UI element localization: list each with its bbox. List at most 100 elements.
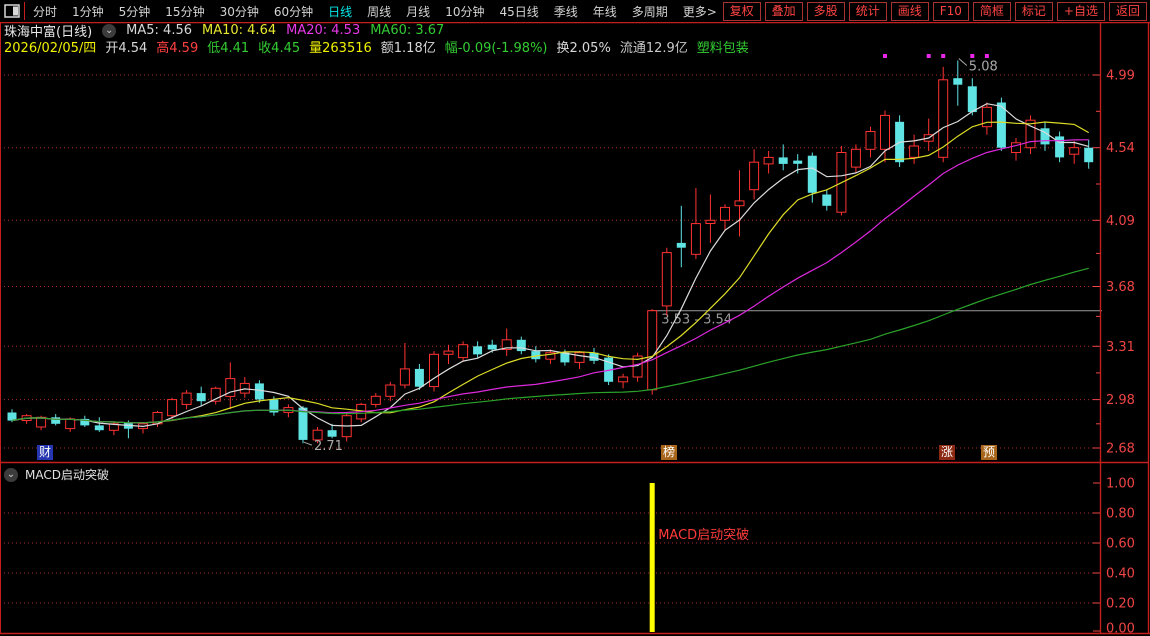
candle-up xyxy=(574,352,585,363)
action-buttons: 复权 叠加 多股 统计 画线 F10 简框 标记 +自选 返回 xyxy=(722,1,1150,21)
candle-up xyxy=(370,395,381,405)
candle-down xyxy=(1055,136,1065,158)
period-item-45day[interactable]: 45日线 xyxy=(499,4,539,19)
candle-up xyxy=(312,429,323,441)
stat-industry[interactable]: 塑料包装 xyxy=(696,40,749,56)
candle-up xyxy=(545,352,556,360)
candle-up xyxy=(661,252,672,307)
stat-change: 幅-0.09(-1.98%) xyxy=(444,40,548,56)
overlay-tab-yu[interactable]: 预 xyxy=(981,445,998,460)
ma20-line xyxy=(11,139,1089,424)
chevron-down-icon[interactable]: ⌄ xyxy=(4,467,18,482)
duogu-button[interactable]: 多股 xyxy=(806,1,845,21)
candle-up xyxy=(1069,147,1080,155)
high-price-label: 5.08 xyxy=(969,60,998,75)
candle-down xyxy=(269,399,279,413)
biaoji-button[interactable]: 标记 xyxy=(1014,1,1053,21)
period-item-10min[interactable]: 10分钟 xyxy=(445,4,485,19)
candle-down xyxy=(473,346,483,355)
candle-up xyxy=(690,223,701,255)
overlay-tab-zhang[interactable]: 涨 xyxy=(939,445,956,460)
overlay-tab-cai[interactable]: 财 xyxy=(37,445,54,460)
candle-up xyxy=(763,156,774,165)
period-item-weekly[interactable]: 周线 xyxy=(367,4,392,19)
period-item-monthly[interactable]: 月线 xyxy=(406,4,431,19)
candle-up xyxy=(720,206,730,221)
price-axis-label: 4.99 xyxy=(1106,69,1135,84)
stat-close: 收4.45 xyxy=(258,40,301,56)
candle-up xyxy=(399,368,410,386)
candle-up xyxy=(850,148,861,168)
ma10-line xyxy=(11,121,1089,424)
candle-up xyxy=(909,145,920,158)
add-favorite-button[interactable]: +自选 xyxy=(1056,1,1105,21)
period-item-fenshi[interactable]: 分时 xyxy=(33,4,58,19)
huaxian-button[interactable]: 画线 xyxy=(890,1,929,21)
price-axis-label: 2.98 xyxy=(1106,393,1135,408)
diejia-button[interactable]: 叠加 xyxy=(764,1,803,21)
candle-up xyxy=(618,376,629,383)
candle-down xyxy=(487,344,497,350)
candle-up xyxy=(981,106,992,128)
top-toolbar: 分时 1分钟 5分钟 15分钟 30分钟 60分钟 日线 周线 月线 10分钟 … xyxy=(0,0,1150,22)
stat-volume: 量263516 xyxy=(309,40,372,56)
candle-up xyxy=(880,114,890,150)
candle-up xyxy=(443,350,454,355)
ma5-value: MA5: 4.56 xyxy=(126,23,192,38)
magenta-marker xyxy=(970,54,975,58)
candle-down xyxy=(604,357,614,382)
candle-up xyxy=(865,131,876,150)
period-item-5min[interactable]: 5分钟 xyxy=(118,4,151,19)
period-item-yearly[interactable]: 年线 xyxy=(592,4,617,19)
candle-up xyxy=(239,382,250,394)
split-window-icon[interactable] xyxy=(4,4,20,18)
stat-date: 2026/02/05/四 xyxy=(4,40,97,56)
candle-down xyxy=(676,242,686,248)
period-item-30min[interactable]: 30分钟 xyxy=(219,4,259,19)
magenta-marker xyxy=(984,54,989,58)
candle-up xyxy=(181,392,192,405)
period-item-quarter[interactable]: 季线 xyxy=(553,4,578,19)
price-axis-label: 4.09 xyxy=(1106,214,1135,229)
period-item-60min[interactable]: 60分钟 xyxy=(273,4,314,19)
period-item-15min[interactable]: 15分钟 xyxy=(165,4,205,19)
magenta-marker xyxy=(883,54,887,58)
ma60-value: MA60: 3.67 xyxy=(370,23,445,38)
daily-stats-row: 2026/02/05/四 开4.54 高4.59 低4.41 收4.45 量26… xyxy=(4,39,749,56)
candle-down xyxy=(516,339,526,352)
stat-turnover: 换2.05% xyxy=(556,40,611,56)
candle-down xyxy=(94,425,104,431)
period-item-daily[interactable]: 日线 xyxy=(328,4,353,19)
candle-up xyxy=(501,339,512,350)
candle-down xyxy=(298,407,308,440)
candle-down xyxy=(196,393,206,402)
jiankuang-button[interactable]: 简框 xyxy=(972,1,1011,21)
candle-up xyxy=(647,310,658,391)
candle-up xyxy=(734,200,745,207)
chevron-down-icon[interactable]: ⌄ xyxy=(102,23,117,38)
sub-axis-label: 0.00 xyxy=(1106,622,1135,636)
period-item-multi[interactable]: 多周期 xyxy=(631,4,668,19)
candle-down xyxy=(7,412,17,421)
period-item-1min[interactable]: 1分钟 xyxy=(72,4,104,19)
candle-down xyxy=(967,86,977,113)
candle-up xyxy=(458,344,469,359)
candle-up xyxy=(65,418,76,430)
f10-button[interactable]: F10 xyxy=(932,1,969,21)
candle-down xyxy=(778,157,788,164)
candle-up xyxy=(1011,142,1021,154)
back-button[interactable]: 返回 xyxy=(1108,1,1147,21)
level-line-label: 3.53 - 3.54 xyxy=(661,313,732,328)
ma5-line xyxy=(11,103,1089,428)
overlay-tab-bang[interactable]: 榜 xyxy=(661,445,678,460)
indicator-title: MACD启动突破 xyxy=(25,468,109,482)
candle-down xyxy=(807,155,817,193)
period-item-more[interactable]: 更多> xyxy=(682,4,717,19)
sub-axis-label: 0.80 xyxy=(1106,507,1135,522)
tongji-button[interactable]: 统计 xyxy=(848,1,887,21)
toolbar-separator xyxy=(24,2,25,20)
candle-up xyxy=(705,219,716,225)
fuquan-button[interactable]: 复权 xyxy=(722,1,761,21)
